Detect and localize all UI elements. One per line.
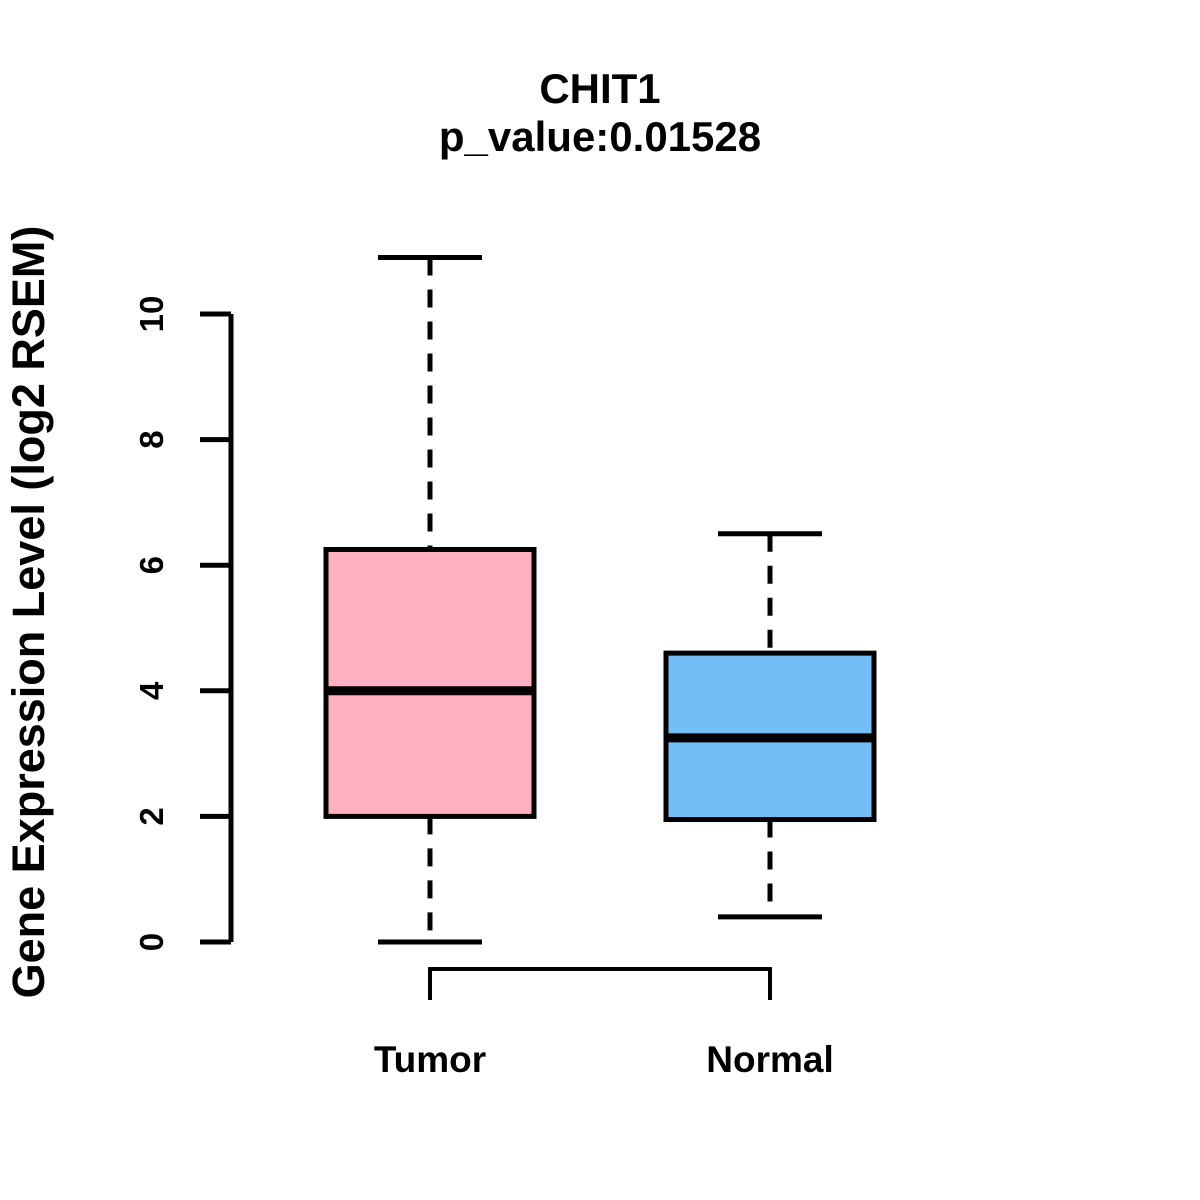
x-axis [428, 967, 772, 1000]
chart-title: CHIT1 [539, 65, 660, 112]
y-tick-label: 6 [133, 556, 170, 574]
box-rect-tumor [323, 547, 537, 819]
y-axis [200, 311, 234, 945]
y-tick-label: 4 [133, 681, 170, 700]
y-tick-label: 8 [133, 430, 170, 448]
y-tick-label: 2 [133, 807, 170, 825]
x-category-label: Tumor [374, 1039, 486, 1080]
y-axis-label: Gene Expression Level (log2 RSEM) [3, 226, 54, 999]
x-axis-bracket [428, 967, 772, 1000]
chart-subtitle: p_value:0.01528 [439, 113, 761, 160]
y-tick-label: 0 [133, 933, 170, 951]
x-category-label: Normal [706, 1039, 833, 1080]
y-tick-label: 10 [133, 296, 170, 333]
boxes [323, 254, 877, 945]
axis-labels: 0 2 4 6 8 10 Tumor Normal [133, 296, 834, 1080]
